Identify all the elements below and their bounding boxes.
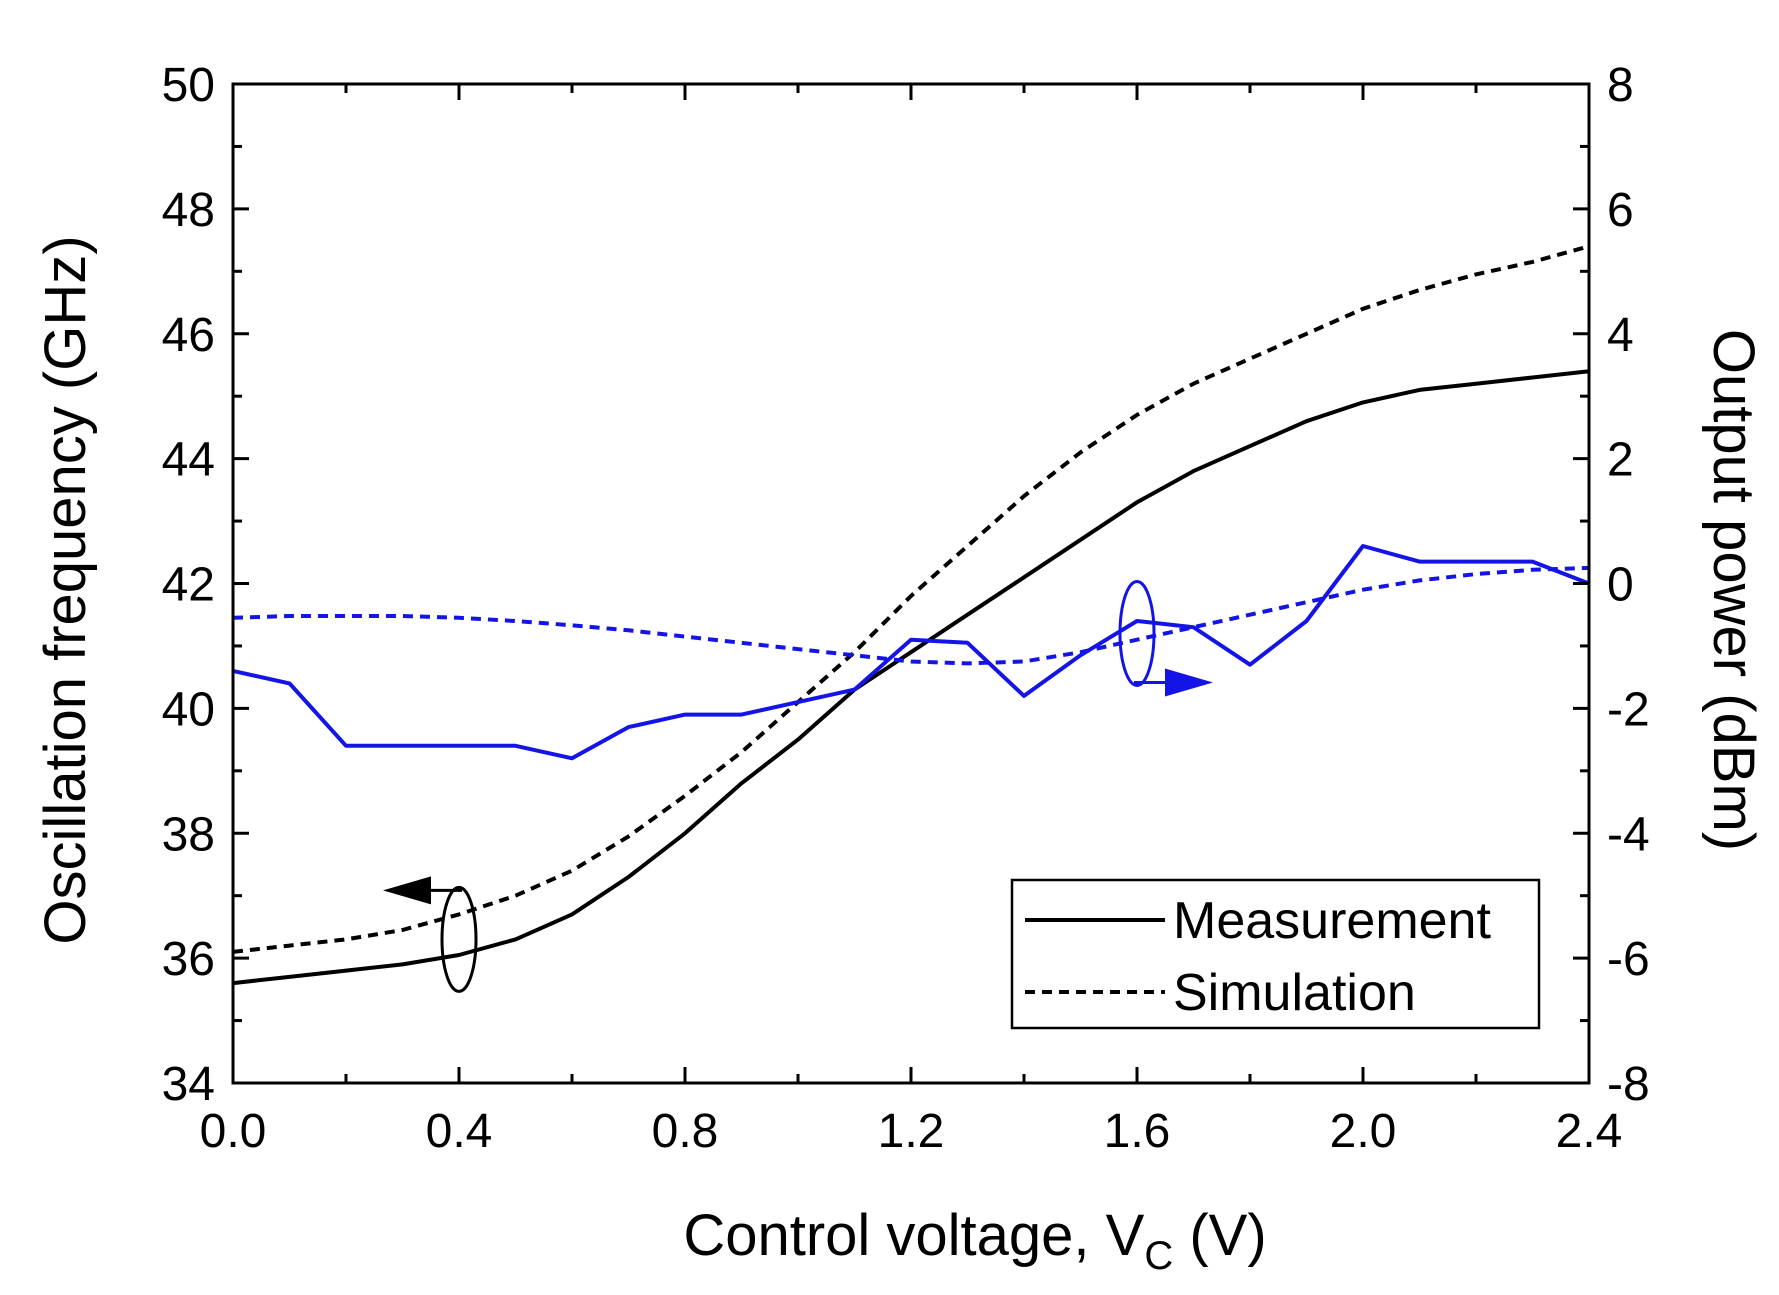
y-tick-label: 34 bbox=[162, 1058, 215, 1111]
series-line-simulated-output-power bbox=[232, 565, 1590, 666]
indicator-arrowhead bbox=[1165, 668, 1213, 697]
x-tick-label: 2.4 bbox=[1556, 1105, 1623, 1158]
indicator-arrowhead bbox=[383, 876, 431, 905]
x-tick-label: 2.0 bbox=[1330, 1105, 1397, 1158]
x-tick-label: 1.6 bbox=[1104, 1105, 1171, 1158]
y2-tick-label: 4 bbox=[1607, 309, 1634, 362]
y-tick-label: 50 bbox=[162, 59, 215, 112]
x-axis-title-subscript: C bbox=[1144, 1234, 1173, 1278]
y-tick-label: 40 bbox=[162, 683, 215, 736]
x-tick-label: 0.4 bbox=[426, 1105, 493, 1158]
series-line-measured-output-power bbox=[232, 544, 1590, 761]
y2-tick-label: 8 bbox=[1607, 59, 1634, 112]
legend-label-simulation: Simulation bbox=[1173, 964, 1416, 1022]
y-tick-label: 48 bbox=[162, 184, 215, 237]
axis-indicator-right bbox=[1118, 579, 1213, 697]
indicator-ellipse bbox=[440, 885, 478, 993]
y-tick-label: 36 bbox=[162, 933, 215, 986]
x-tick-label: 0.8 bbox=[652, 1105, 719, 1158]
legend-box bbox=[1010, 878, 1541, 1030]
axes bbox=[231, 82, 1591, 1085]
legend-label-measurement: Measurement bbox=[1173, 892, 1491, 950]
y2-tick-label: 0 bbox=[1607, 559, 1634, 612]
y-tick-label: 46 bbox=[162, 309, 215, 362]
y2-tick-label: 2 bbox=[1607, 434, 1634, 487]
y2-tick-label: -4 bbox=[1607, 808, 1650, 861]
series-line-simulated-frequency bbox=[232, 244, 1590, 954]
y-tick-label: 44 bbox=[162, 434, 215, 487]
axis-indicator-left bbox=[383, 876, 478, 993]
x-tick-label: 0.0 bbox=[200, 1105, 267, 1158]
x-axis-title: Control voltage, VC (V) bbox=[683, 1203, 1266, 1278]
y-axis-title: Oscillation frequency (GHz) bbox=[33, 235, 98, 944]
y2-tick-label: 6 bbox=[1607, 184, 1634, 237]
annotations bbox=[383, 579, 1213, 993]
x-tick-label: 1.2 bbox=[878, 1105, 945, 1158]
y2-tick-label: -8 bbox=[1607, 1058, 1650, 1111]
series-line-measured-frequency bbox=[232, 369, 1590, 986]
tick-labels: 0.0 0.4 0.8 1.2 1.6 2.0 2.4343638404244464850-… bbox=[162, 59, 1650, 1158]
legend: Measurement Simulation bbox=[1010, 878, 1541, 1030]
indicator-ellipse bbox=[1118, 579, 1156, 687]
y2-tick-label: -6 bbox=[1607, 933, 1650, 986]
y-tick-label: 38 bbox=[162, 808, 215, 861]
y-tick-label: 42 bbox=[162, 559, 215, 612]
y2-tick-label: -2 bbox=[1607, 683, 1650, 736]
series-layer bbox=[232, 244, 1590, 986]
y2-axis-title: Output power (dBm) bbox=[1701, 329, 1766, 851]
